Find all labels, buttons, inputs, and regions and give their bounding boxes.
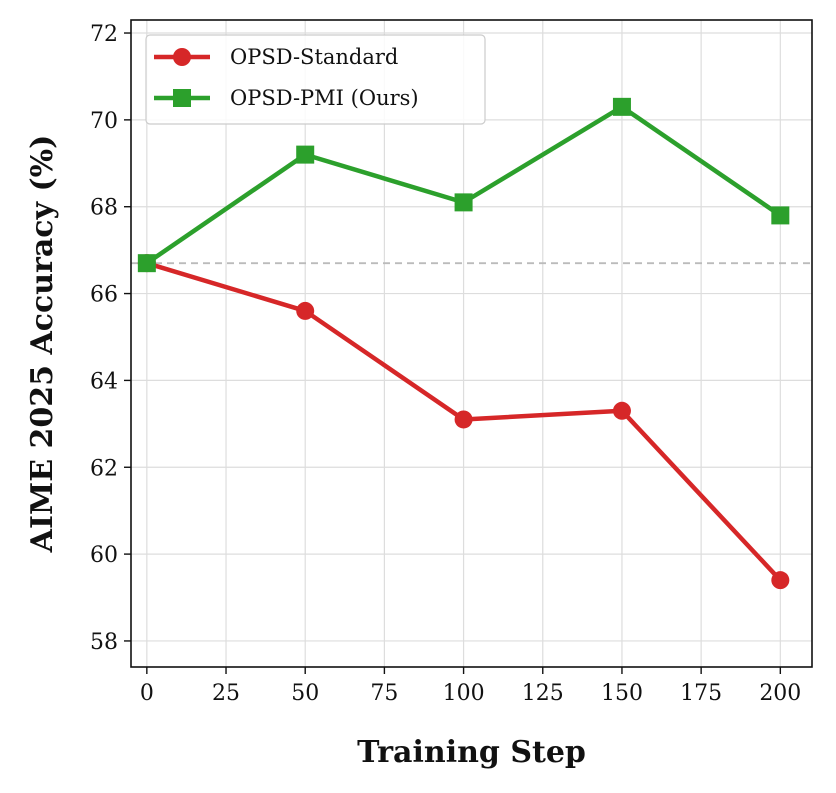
y-tick-label: 68 (90, 196, 118, 221)
x-axis: 0 25 50 75 100 125 150 175 200 (140, 667, 801, 706)
legend: OPSD-Standard OPSD-PMI (Ours) (145, 34, 486, 125)
y-tick-label: 60 (90, 543, 118, 568)
x-tick-label: 150 (601, 681, 643, 706)
data-point (612, 401, 631, 420)
data-point (296, 301, 315, 320)
y-tick-label: 72 (90, 22, 118, 47)
x-tick-label: 200 (759, 681, 801, 706)
legend-box (145, 34, 486, 125)
x-tick-label: 25 (212, 681, 240, 706)
data-point (454, 410, 473, 429)
legend-item: OPSD-PMI (Ours) (154, 86, 419, 110)
grid-lines (131, 20, 812, 667)
y-tick-label: 70 (90, 109, 118, 134)
x-tick-label: 125 (522, 681, 564, 706)
x-tick-label: 0 (140, 681, 154, 706)
x-tick-label: 50 (291, 681, 319, 706)
legend-item: OPSD-Standard (154, 45, 398, 69)
data-point (137, 254, 156, 273)
plot-frame (130, 19, 813, 668)
x-tick-label: 100 (443, 681, 485, 706)
y-axis-title: AIME 2025 Accuracy (%) (25, 135, 60, 554)
y-axis: 58 60 62 64 66 68 70 72 (90, 22, 131, 655)
data-point (296, 145, 315, 164)
data-point (771, 206, 790, 225)
x-tick-label: 75 (370, 681, 398, 706)
legend-marker (173, 89, 191, 107)
x-axis-title: Training Step (357, 735, 586, 770)
series-layer (137, 97, 790, 590)
legend-marker (173, 48, 191, 66)
y-tick-label: 62 (90, 456, 118, 481)
x-tick-label: 175 (680, 681, 722, 706)
series-2 (137, 97, 790, 273)
y-tick-label: 64 (90, 369, 118, 394)
legend-label: OPSD-PMI (Ours) (230, 86, 419, 110)
y-tick-label: 58 (90, 630, 118, 655)
data-point (771, 571, 790, 590)
data-point (612, 97, 631, 116)
legend-label: OPSD-Standard (230, 45, 398, 69)
y-tick-label: 66 (90, 283, 118, 308)
data-point (454, 193, 473, 212)
